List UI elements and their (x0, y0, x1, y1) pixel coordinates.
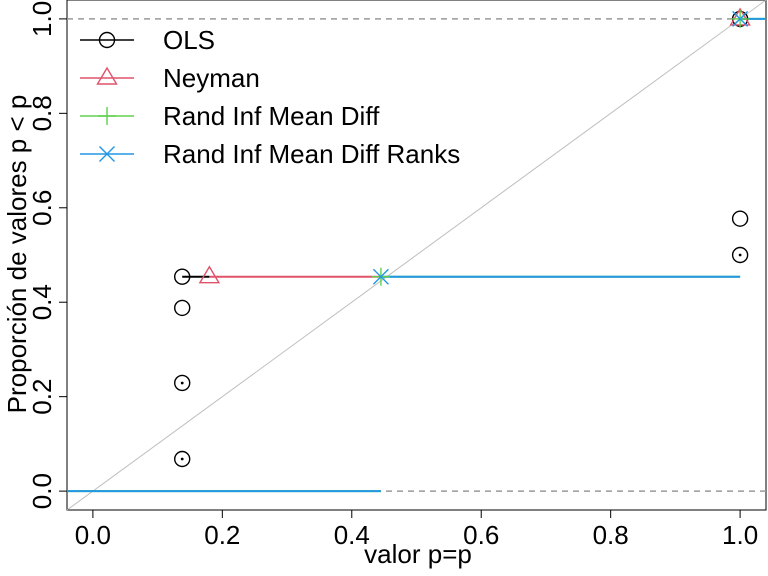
legend-marker-2 (98, 107, 116, 125)
x-axis: 0.0 0.2 0.4 0.6 0.8 1.0 (75, 510, 758, 550)
data-point-0-0 (174, 450, 191, 468)
x-tick-label-3: 0.6 (463, 520, 499, 550)
center-dot-0-0 (180, 457, 184, 461)
plot-frame (66, 0, 767, 511)
data-point-3-1 (732, 10, 749, 27)
data-point-0-1 (174, 374, 191, 392)
y-tick-label-2: 0.4 (27, 284, 57, 320)
y-tick-label-4: 0.8 (27, 95, 57, 131)
legend-marker-0 (98, 31, 116, 49)
data-point-3-0 (372, 268, 389, 285)
data-point-0-3 (174, 268, 191, 285)
data-point-1-0 (198, 265, 221, 284)
x-tick-label-0: 0.0 (75, 520, 111, 550)
y-axis: 0.0 0.2 0.4 0.6 0.8 1.0 (27, 1, 67, 509)
y-tick-label-5: 1.0 (27, 1, 57, 37)
legend: OLS Neyman Rand Inf Mean Diff Rand Inf Mean… (80, 25, 460, 169)
y-tick-label-3: 0.6 (27, 190, 57, 226)
data-point-0-4 (731, 246, 749, 264)
data-point-0-2 (174, 299, 191, 317)
legend-label-3: Rand Inf Mean Diff Ranks (163, 139, 460, 169)
y-axis-label: Proporción de valores p < p (2, 95, 32, 414)
legend-marker-3 (99, 146, 115, 162)
x-axis-label: valor p=p (364, 539, 472, 569)
center-dot-0-2 (738, 253, 742, 257)
data-point-0-5 (731, 210, 749, 227)
plot-area (66, 0, 767, 511)
x-tick-label-4: 0.8 (593, 520, 629, 550)
diagonal-reference-line (66, 0, 767, 511)
legend-label-0: OLS (163, 25, 215, 55)
center-dot-0-1 (180, 381, 184, 385)
legend-label-1: Neyman (163, 63, 260, 93)
x-tick-label-5: 1.0 (722, 520, 758, 550)
y-tick-label-0: 0.0 (27, 473, 57, 509)
x-tick-label-2: 0.4 (334, 520, 370, 550)
legend-label-2: Rand Inf Mean Diff (163, 101, 380, 131)
legend-marker-1 (96, 66, 118, 85)
x-tick-label-1: 0.2 (204, 520, 240, 550)
y-tick-label-1: 0.2 (27, 379, 57, 415)
